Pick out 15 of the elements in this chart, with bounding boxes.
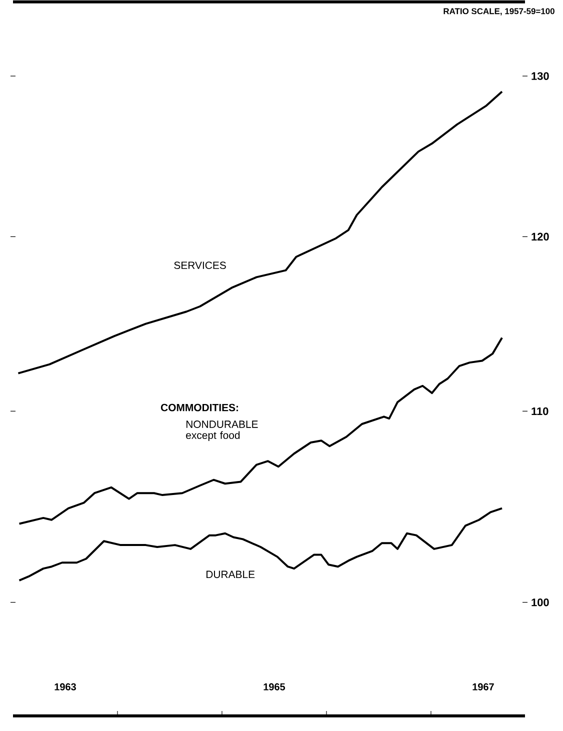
text: DURABLE <box>206 570 255 578</box>
x-tick-label: 1967 <box>472 683 494 690</box>
line-series <box>17 90 504 374</box>
y-axis-title: RATIO SCALE, 1957-59=100 <box>444 8 554 16</box>
x-tick-label: 1965 <box>264 683 286 690</box>
y-tick-label: 120 <box>532 232 549 241</box>
y-tick-label: 130 <box>532 72 549 80</box>
text: NONDURABLE except food <box>186 420 258 441</box>
x-tick-label: 1963 <box>54 683 76 690</box>
line-series <box>18 507 504 582</box>
annotation: COMMODITIES: <box>160 404 238 412</box>
series-label: SERVICES <box>174 262 226 269</box>
line-series <box>18 336 504 525</box>
y-tick-label: 110 <box>532 407 548 416</box>
y-tick-label: 100 <box>532 598 549 606</box>
